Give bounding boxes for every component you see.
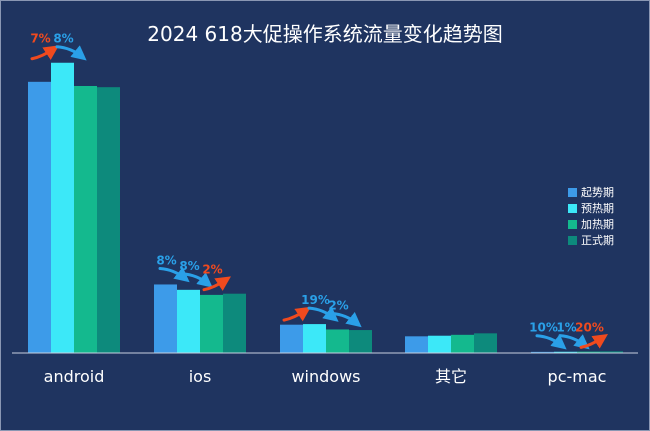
change-label: 20% (575, 320, 604, 334)
x-tick-label: windows (291, 367, 360, 386)
change-label: 2% (328, 298, 348, 312)
change-label: 1% (556, 321, 576, 335)
legend-label: 加热期 (581, 218, 614, 231)
x-tick-label: ios (189, 367, 212, 386)
arrow-down-icon (181, 272, 213, 288)
chart-title: 2024 618大促操作系统流量变化趋势图 (147, 22, 503, 46)
arrow-down-icon (158, 266, 190, 283)
x-tick-label: pc-mac (548, 367, 607, 386)
bar-android-加热期 (74, 85, 97, 353)
legend-swatch (568, 235, 577, 245)
bar-android-正式期 (97, 87, 120, 354)
arrow-down-icon (55, 45, 87, 61)
arrow-down-icon (330, 311, 362, 328)
arrow-down-icon (558, 334, 590, 350)
bar-windows-预热期 (303, 324, 326, 353)
x-tick-label: android (44, 367, 105, 386)
bar-pc-mac-加热期 (577, 351, 600, 353)
bar-pc-mac-起势期 (531, 351, 554, 353)
arrow-up-icon (202, 276, 231, 292)
legend-label: 正式期 (581, 234, 614, 247)
bar-windows-正式期 (349, 330, 372, 353)
legend: 起势期预热期加热期正式期 (568, 184, 614, 248)
legend-swatch (568, 219, 577, 229)
bar-ios-预热期 (177, 289, 200, 353)
change-label: 19% (301, 293, 330, 307)
bar-ios-加热期 (200, 294, 223, 353)
bar-ios-正式期 (223, 293, 246, 353)
x-tick-label: 其它 (435, 367, 467, 386)
legend-label: 起势期 (581, 186, 614, 199)
bar-windows-起势期 (280, 324, 303, 353)
arrow-up-icon (282, 306, 311, 322)
bar-ios-起势期 (154, 284, 177, 353)
change-label: 8% (156, 253, 176, 267)
bar-其它-加热期 (451, 334, 474, 353)
bar-pc-mac-正式期 (600, 351, 623, 353)
change-label: 2% (202, 263, 222, 277)
bar-其它-预热期 (428, 335, 451, 353)
legend-swatch (568, 203, 577, 213)
legend-item: 起势期 (568, 184, 614, 200)
legend-item: 预热期 (568, 200, 614, 216)
arrow-down-icon (535, 334, 567, 350)
change-label: 7% (30, 32, 50, 46)
change-label: 10% (529, 321, 558, 335)
legend-item: 正式期 (568, 232, 614, 248)
bar-其它-起势期 (405, 336, 428, 353)
legend-label: 预热期 (581, 202, 614, 215)
legend-swatch (568, 187, 577, 197)
arrow-down-icon (307, 306, 339, 322)
bar-pc-mac-预热期 (554, 351, 577, 353)
bar-windows-加热期 (326, 329, 349, 353)
arrow-up-icon (579, 334, 608, 349)
change-label: 8% (53, 32, 73, 46)
legend-item: 加热期 (568, 216, 614, 232)
bar-android-预热期 (51, 62, 74, 354)
change-label: 8% (179, 259, 199, 273)
bar-android-起势期 (28, 81, 51, 353)
bar-其它-正式期 (474, 333, 497, 353)
arrow-up-icon (30, 45, 59, 61)
